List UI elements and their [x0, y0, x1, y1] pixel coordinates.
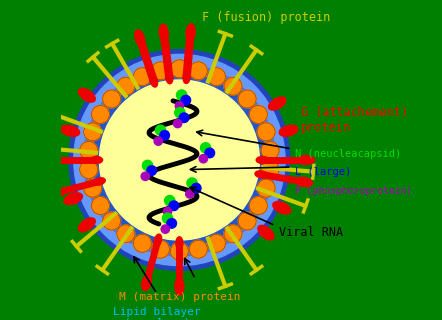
Ellipse shape [61, 125, 80, 136]
Circle shape [103, 212, 121, 230]
Text: G (attachement)
protein: G (attachement) protein [301, 106, 408, 134]
Ellipse shape [154, 234, 162, 247]
Ellipse shape [135, 30, 145, 47]
Ellipse shape [142, 274, 152, 291]
Circle shape [163, 207, 171, 216]
Ellipse shape [79, 218, 95, 232]
Circle shape [164, 196, 175, 206]
Circle shape [84, 64, 275, 256]
Circle shape [93, 74, 266, 246]
Text: L (large): L (large) [295, 167, 351, 177]
Circle shape [133, 68, 151, 86]
Ellipse shape [175, 277, 184, 295]
Ellipse shape [256, 156, 269, 164]
Circle shape [190, 62, 207, 80]
Circle shape [142, 160, 152, 171]
Circle shape [190, 240, 207, 258]
Circle shape [201, 143, 211, 153]
Circle shape [91, 196, 109, 214]
Circle shape [173, 119, 182, 128]
Text: P (phosphoroprotein): P (phosphoroprotein) [295, 186, 412, 196]
Text: N (neucleacapsid): N (neucleacapsid) [295, 149, 401, 159]
Circle shape [208, 68, 225, 86]
Circle shape [191, 183, 201, 193]
Circle shape [103, 90, 121, 108]
Circle shape [187, 178, 197, 188]
Circle shape [162, 213, 173, 223]
Ellipse shape [269, 97, 286, 110]
Ellipse shape [93, 178, 105, 185]
Ellipse shape [90, 156, 103, 164]
Circle shape [141, 172, 149, 180]
Circle shape [147, 166, 156, 175]
Circle shape [133, 234, 151, 252]
Circle shape [84, 123, 102, 141]
Ellipse shape [273, 202, 291, 214]
Circle shape [261, 161, 279, 179]
Circle shape [261, 141, 279, 159]
Circle shape [169, 201, 179, 211]
Circle shape [80, 141, 98, 159]
Circle shape [249, 105, 267, 123]
Ellipse shape [150, 75, 158, 87]
Text: Viral RNA: Viral RNA [278, 226, 343, 239]
Circle shape [171, 60, 188, 78]
Circle shape [199, 155, 208, 163]
Circle shape [257, 179, 275, 197]
Circle shape [179, 113, 189, 123]
Ellipse shape [295, 177, 312, 187]
Circle shape [171, 242, 188, 260]
Circle shape [74, 54, 285, 266]
Text: M (matrix) protein: M (matrix) protein [118, 292, 240, 302]
Circle shape [152, 240, 169, 258]
Ellipse shape [79, 88, 95, 102]
Ellipse shape [44, 156, 62, 164]
Circle shape [186, 190, 194, 198]
Circle shape [80, 161, 98, 179]
Circle shape [117, 77, 135, 95]
Ellipse shape [159, 24, 168, 42]
Circle shape [91, 105, 109, 123]
Ellipse shape [176, 237, 183, 250]
Circle shape [181, 95, 191, 105]
Circle shape [160, 131, 169, 140]
Circle shape [238, 212, 256, 230]
Circle shape [84, 179, 102, 197]
Ellipse shape [258, 225, 274, 240]
Circle shape [154, 137, 162, 145]
Circle shape [117, 225, 135, 243]
Text: F (fusion) protein: F (fusion) protein [202, 11, 330, 24]
Circle shape [99, 80, 259, 240]
Circle shape [69, 50, 290, 270]
Circle shape [175, 102, 183, 110]
Circle shape [205, 148, 214, 158]
Ellipse shape [49, 188, 66, 198]
Ellipse shape [186, 24, 195, 41]
Circle shape [224, 77, 242, 95]
Circle shape [224, 225, 242, 243]
Circle shape [176, 90, 187, 100]
Ellipse shape [166, 71, 173, 84]
Circle shape [152, 62, 169, 80]
Circle shape [167, 219, 176, 228]
Ellipse shape [64, 193, 83, 204]
Circle shape [161, 225, 169, 233]
Ellipse shape [255, 171, 268, 178]
Circle shape [175, 108, 185, 118]
Ellipse shape [297, 156, 315, 164]
Circle shape [156, 125, 166, 135]
Circle shape [249, 196, 267, 214]
Ellipse shape [279, 125, 298, 136]
Circle shape [238, 90, 256, 108]
Text: Lipid bilayer
(envelope): Lipid bilayer (envelope) [113, 307, 201, 320]
Circle shape [208, 234, 225, 252]
Ellipse shape [183, 71, 190, 84]
Circle shape [257, 123, 275, 141]
